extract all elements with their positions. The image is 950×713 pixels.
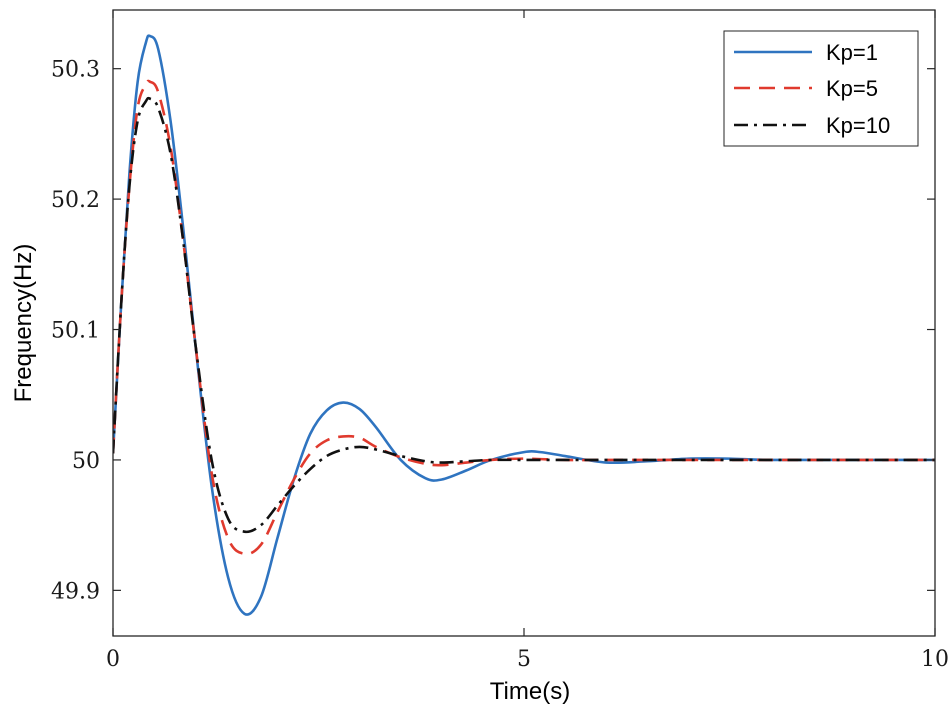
y-ticks-layer: 49.9 50 50.1 50.2 50.3 [51, 58, 935, 604]
x-tick-label: 10 [921, 647, 949, 672]
series-line-kp-10 [113, 96, 935, 534]
y-tick-label: 50.1 [51, 319, 100, 344]
legend-box [723, 30, 919, 147]
legend-label-kp10: Kp=10 [826, 113, 890, 138]
legend-label-kp1: Kp=1 [826, 40, 878, 65]
x-tick-label: 0 [106, 647, 120, 672]
x-axis-label: Time(s) [490, 678, 570, 705]
y-tick-label: 50.2 [51, 188, 100, 213]
y-tick-label: 50.3 [51, 58, 100, 83]
series-line-kp-1 [113, 34, 935, 616]
legend: Kp=1 Kp=5 Kp=10 [723, 30, 919, 147]
series-line-kp-5 [113, 79, 935, 556]
y-tick-label: 49.9 [51, 579, 100, 604]
x-tick-label: 5 [517, 647, 531, 672]
x-ticks-layer: 0 5 10 [106, 10, 949, 672]
legend-label-kp5: Kp=5 [826, 76, 878, 101]
y-axis-label: Frequency(Hz) [10, 244, 37, 403]
y-tick-label: 50 [72, 449, 100, 474]
series-layer [113, 34, 935, 616]
